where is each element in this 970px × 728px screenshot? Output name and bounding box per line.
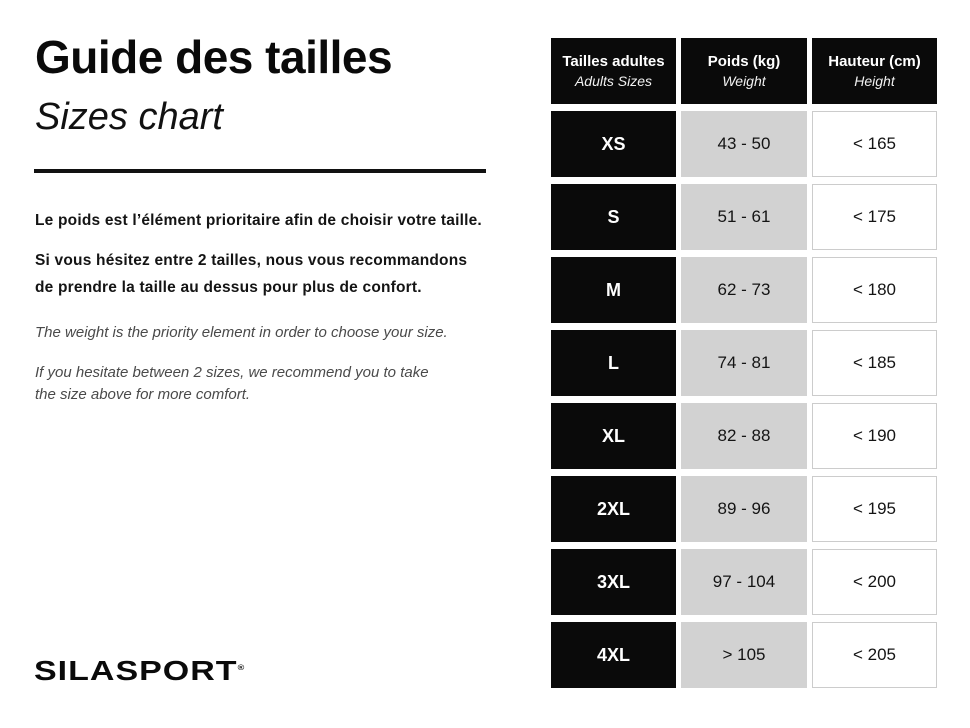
size-table: Tailles adultes Adults Sizes Poids (kg) … [551, 38, 938, 688]
size-cell: 4XL [551, 622, 676, 688]
column-title-fr: Tailles adultes [562, 53, 665, 70]
column-header-weight: Poids (kg) Weight [681, 38, 807, 104]
size-cell: 2XL [551, 476, 676, 542]
column-title-fr: Hauteur (cm) [828, 53, 921, 70]
height-cell: < 175 [812, 184, 937, 250]
height-cell: < 185 [812, 330, 937, 396]
title-divider [34, 169, 486, 173]
intro-paragraph-en-1: The weight is the priority element in or… [35, 324, 448, 341]
registered-trademark-icon: ® [237, 663, 245, 672]
height-cell: < 180 [812, 257, 937, 323]
height-cell: < 195 [812, 476, 937, 542]
size-cell: XS [551, 111, 676, 177]
size-cell: 3XL [551, 549, 676, 615]
weight-cell: 82 - 88 [681, 403, 807, 469]
weight-cell: 51 - 61 [681, 184, 807, 250]
weight-cell: > 105 [681, 622, 807, 688]
weight-cell: 43 - 50 [681, 111, 807, 177]
size-cell: XL [551, 403, 676, 469]
size-cell: M [551, 257, 676, 323]
intro-paragraph-fr-2: Si vous hésitez entre 2 tailles, nous vo… [35, 252, 468, 296]
height-cell: < 200 [812, 549, 937, 615]
column-header-sizes: Tailles adultes Adults Sizes [551, 38, 676, 104]
weight-cell: 62 - 73 [681, 257, 807, 323]
intro-paragraph-fr-1: Le poids est l’élément prioritaire afin … [35, 212, 482, 229]
page-title-fr: Guide des tailles [35, 31, 393, 83]
height-cell: < 205 [812, 622, 937, 688]
height-cell: < 190 [812, 403, 937, 469]
size-cell: S [551, 184, 676, 250]
height-cell: < 165 [812, 111, 937, 177]
column-title-en: Adults Sizes [574, 73, 653, 89]
weight-cell: 74 - 81 [681, 330, 807, 396]
column-title-fr: Poids (kg) [707, 53, 781, 70]
page-title-en: Sizes chart [35, 96, 223, 138]
brand-logo: SILASPORT® [34, 656, 244, 688]
weight-cell: 89 - 96 [681, 476, 807, 542]
brand-logo-text: SILASPORT [34, 655, 238, 687]
weight-cell: 97 - 104 [681, 549, 807, 615]
intro-paragraph-en-2: If you hesitate between 2 sizes, we reco… [35, 364, 429, 403]
size-cell: L [551, 330, 676, 396]
column-title-en: Height [854, 73, 895, 89]
column-header-height: Hauteur (cm) Height [812, 38, 937, 104]
column-title-en: Weight [722, 73, 766, 89]
